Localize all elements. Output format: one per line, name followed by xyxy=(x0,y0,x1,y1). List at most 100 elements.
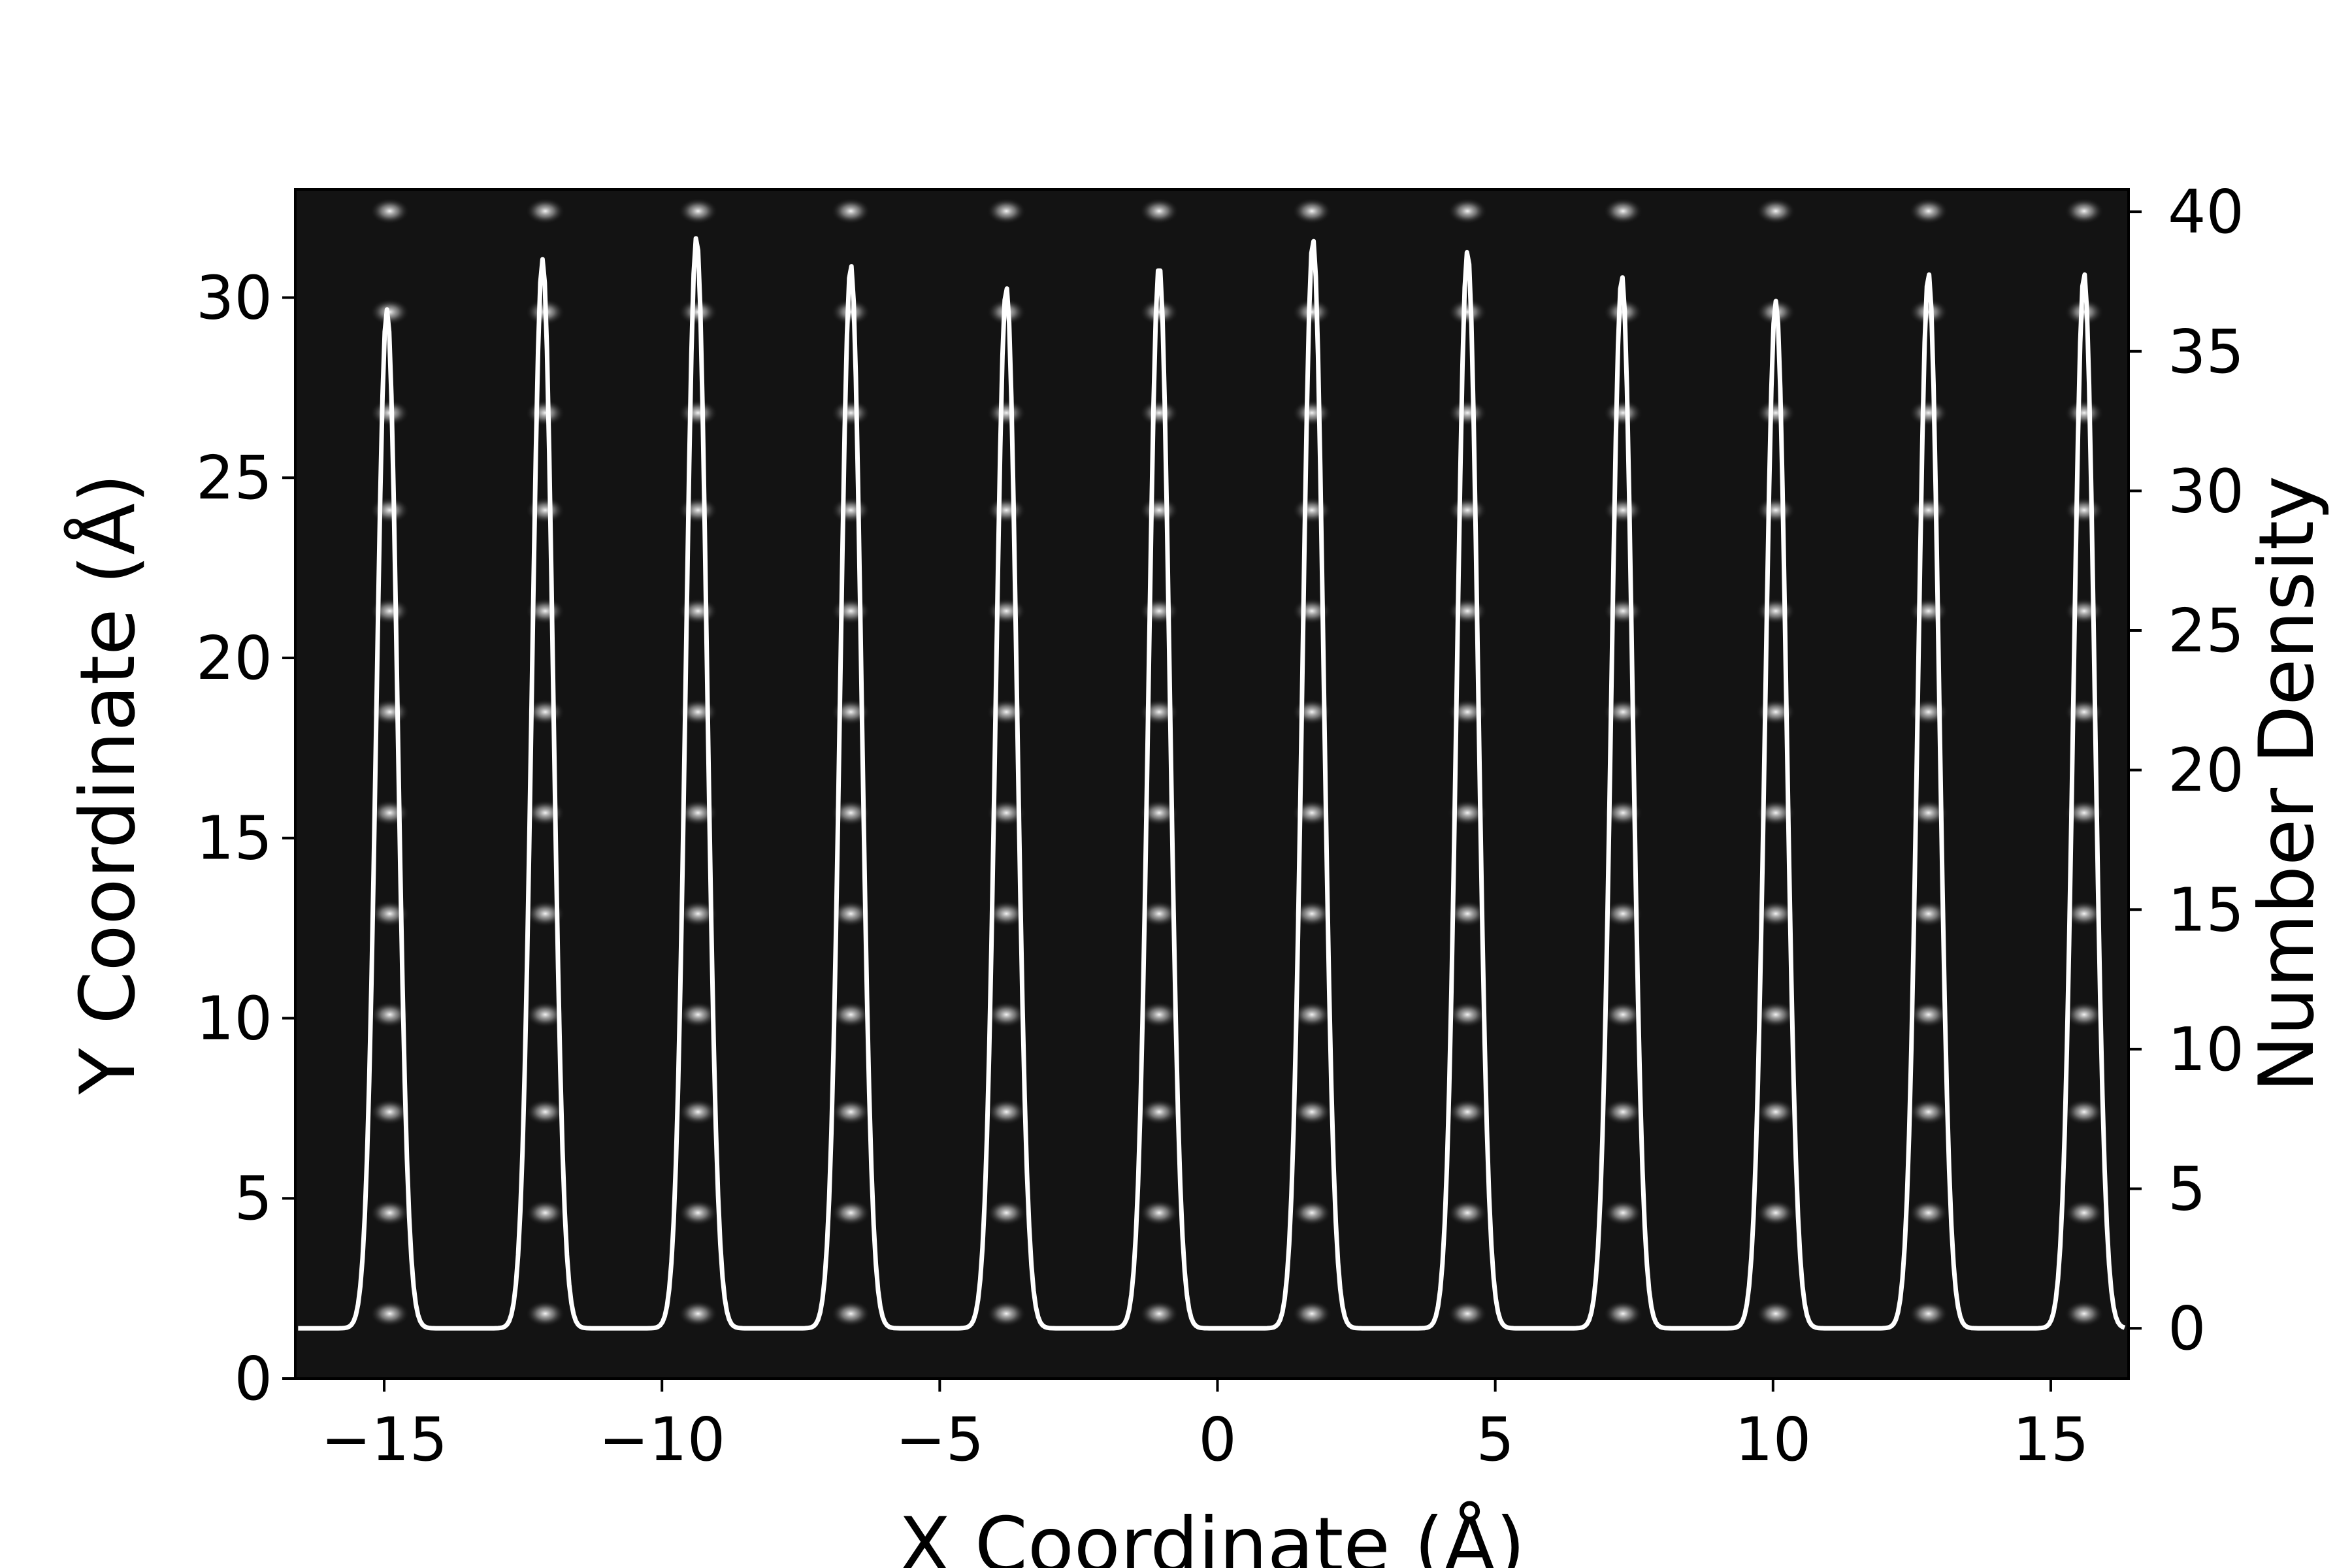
atom-point-2-11 xyxy=(678,198,718,225)
y-tick-label-6: 30 xyxy=(196,263,272,333)
atom-point-0-2 xyxy=(370,1098,410,1125)
atom-point-11-0 xyxy=(2064,1300,2104,1327)
atom-point-7-0 xyxy=(1448,1300,1488,1327)
y2-tick-label-5: 25 xyxy=(2168,596,2244,666)
atom-point-7-11 xyxy=(1448,198,1488,225)
atom-point-3-0 xyxy=(831,1300,871,1327)
atom-point-2-1 xyxy=(678,1200,718,1226)
atom-point-11-4 xyxy=(2064,900,2104,927)
atom-point-6-4 xyxy=(1292,900,1332,927)
x-axis: −15 −10 −5 0 5 10 15 xyxy=(321,1379,2089,1475)
atom-point-5-1 xyxy=(1139,1200,1179,1226)
plot-frame xyxy=(294,188,2130,1380)
x-tick-label-5: 10 xyxy=(1735,1405,1811,1475)
atom-point-1-11 xyxy=(525,198,565,225)
atom-point-2-0 xyxy=(678,1300,718,1327)
atom-point-4-4 xyxy=(987,900,1026,927)
y2-tick-label-7: 35 xyxy=(2168,317,2244,387)
atom-point-4-8 xyxy=(987,497,1026,523)
atom-point-11-2 xyxy=(2064,1098,2104,1125)
atom-point-10-4 xyxy=(1908,900,1948,927)
atom-point-2-9 xyxy=(678,399,718,426)
atom-point-5-5 xyxy=(1139,800,1179,826)
atom-point-5-11 xyxy=(1139,198,1179,225)
atom-point-10-6 xyxy=(1908,698,1948,725)
atom-point-9-9 xyxy=(1756,399,1796,426)
atom-point-0-1 xyxy=(370,1200,410,1226)
atom-point-3-3 xyxy=(831,1001,871,1028)
atom-point-6-1 xyxy=(1292,1200,1332,1226)
atom-point-3-8 xyxy=(831,497,871,523)
atom-point-1-1 xyxy=(525,1200,565,1226)
atom-point-10-11 xyxy=(1908,198,1948,225)
atom-point-7-1 xyxy=(1448,1200,1488,1226)
atom-point-11-11 xyxy=(2064,198,2104,225)
atom-point-5-0 xyxy=(1139,1300,1179,1327)
atom-point-4-1 xyxy=(987,1200,1026,1226)
atom-point-3-6 xyxy=(831,698,871,725)
atom-point-9-3 xyxy=(1756,1001,1796,1028)
atom-point-1-9 xyxy=(525,399,565,426)
atom-point-11-8 xyxy=(2064,497,2104,523)
atom-point-1-8 xyxy=(525,497,565,523)
atom-point-9-5 xyxy=(1756,800,1796,826)
atom-point-6-8 xyxy=(1292,497,1332,523)
y2-tick-label-8: 40 xyxy=(2168,177,2244,247)
atom-point-8-7 xyxy=(1603,598,1643,625)
atom-point-10-0 xyxy=(1908,1300,1948,1327)
atom-point-9-4 xyxy=(1756,900,1796,927)
atom-point-11-3 xyxy=(2064,1001,2104,1028)
atom-point-8-3 xyxy=(1603,1001,1643,1028)
atom-point-3-10 xyxy=(831,299,871,325)
atom-point-9-7 xyxy=(1756,598,1796,625)
atom-point-7-2 xyxy=(1448,1098,1488,1125)
atom-point-4-5 xyxy=(987,800,1026,826)
y2-tick-label-4: 20 xyxy=(2168,736,2244,806)
atom-point-0-3 xyxy=(370,1001,410,1028)
atom-point-9-2 xyxy=(1756,1098,1796,1125)
atom-point-9-6 xyxy=(1756,698,1796,725)
atom-point-5-10 xyxy=(1139,299,1179,325)
atom-point-2-10 xyxy=(678,299,718,325)
atom-point-3-7 xyxy=(831,598,871,625)
atom-point-8-9 xyxy=(1603,399,1643,426)
atom-point-4-7 xyxy=(987,598,1026,625)
y-axis-title: Y Coordinate (Å) xyxy=(63,474,152,1095)
atom-point-7-6 xyxy=(1448,698,1488,725)
atom-point-6-10 xyxy=(1292,299,1332,325)
atom-point-5-2 xyxy=(1139,1098,1179,1125)
atom-point-4-2 xyxy=(987,1098,1026,1125)
x-tick-label-4: 5 xyxy=(1476,1405,1514,1475)
atom-point-4-3 xyxy=(987,1001,1026,1028)
x-tick-label-0: −15 xyxy=(321,1405,448,1475)
y2-tick-label-0: 0 xyxy=(2168,1294,2206,1364)
y2-tick-label-2: 10 xyxy=(2168,1015,2244,1085)
atom-point-10-10 xyxy=(1908,299,1948,325)
atom-point-7-3 xyxy=(1448,1001,1488,1028)
x-tick-label-2: −5 xyxy=(896,1405,985,1475)
atom-point-8-8 xyxy=(1603,497,1643,523)
y-axis-right: 0 5 10 15 20 25 30 35 40 xyxy=(2129,177,2244,1364)
atom-point-2-4 xyxy=(678,900,718,927)
atom-point-2-2 xyxy=(678,1098,718,1125)
atom-point-3-1 xyxy=(831,1200,871,1226)
x-tick-label-1: −10 xyxy=(598,1405,725,1475)
atom-point-11-6 xyxy=(2064,698,2104,725)
y-tick-label-5: 25 xyxy=(196,443,272,513)
x-axis-title: X Coordinate (Å) xyxy=(899,1501,1526,1568)
atom-point-10-5 xyxy=(1908,800,1948,826)
atom-point-6-9 xyxy=(1292,399,1332,426)
atom-point-3-9 xyxy=(831,399,871,426)
atom-point-11-7 xyxy=(2064,598,2104,625)
y-tick-label-1: 5 xyxy=(234,1164,272,1233)
atom-point-6-3 xyxy=(1292,1001,1332,1028)
atom-point-10-3 xyxy=(1908,1001,1948,1028)
atom-point-2-3 xyxy=(678,1001,718,1028)
atom-point-10-1 xyxy=(1908,1200,1948,1226)
atom-point-7-9 xyxy=(1448,399,1488,426)
atom-point-9-8 xyxy=(1756,497,1796,523)
atom-point-6-0 xyxy=(1292,1300,1332,1327)
atom-point-4-0 xyxy=(987,1300,1026,1327)
atom-point-11-1 xyxy=(2064,1200,2104,1226)
atom-point-0-0 xyxy=(370,1300,410,1327)
